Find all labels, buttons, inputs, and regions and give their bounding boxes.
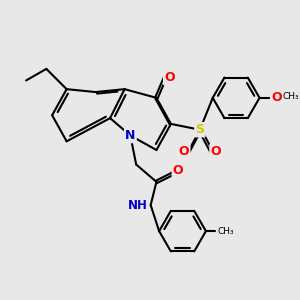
Text: N: N [125, 129, 136, 142]
Text: CH₃: CH₃ [283, 92, 299, 101]
Text: CH₃: CH₃ [218, 226, 234, 236]
Text: O: O [173, 164, 184, 177]
Text: NH: NH [128, 199, 148, 212]
Text: S: S [195, 123, 204, 136]
Text: O: O [271, 91, 282, 104]
Text: O: O [164, 71, 175, 84]
Text: O: O [211, 145, 221, 158]
Text: O: O [179, 145, 189, 158]
